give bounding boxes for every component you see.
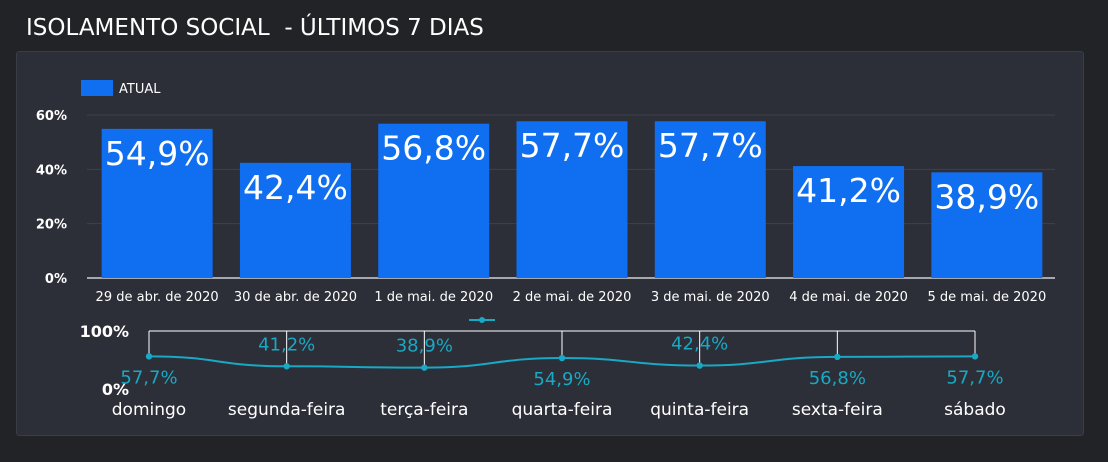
bar-value-label: 41,2% <box>796 171 901 210</box>
line-y-tick-label: 100% <box>80 322 129 341</box>
line-value-label: 54,9% <box>533 369 590 390</box>
line-value-label: 38,9% <box>396 336 453 357</box>
line-x-tick-label: segunda-feira <box>228 400 346 420</box>
line-y-ticks: 0% 100% <box>80 322 129 399</box>
line-x-tick-label: domingo <box>112 400 186 420</box>
bar-value-label: 56,8% <box>381 129 486 168</box>
line-points <box>145 353 979 371</box>
bar-chart: ATUAL 0% 20% 40% 60% 54,9% 42,4% 56,8% 57,7% 57… <box>36 80 1055 305</box>
bar-x-tick-label: 4 de mai. de 2020 <box>789 290 908 305</box>
bar-value-label: 57,7% <box>520 126 625 165</box>
line-x-ticks <box>148 331 976 368</box>
bar <box>793 166 905 278</box>
bar <box>101 128 213 278</box>
bar <box>931 172 1043 278</box>
bar <box>516 121 628 278</box>
bar <box>654 121 766 278</box>
bar-x-tick-label: 2 de mai. de 2020 <box>513 290 632 305</box>
bar-value-label: 42,4% <box>243 168 348 207</box>
bar-x-tick-label: 3 de mai. de 2020 <box>651 290 770 305</box>
line-value-label: 41,2% <box>258 334 315 355</box>
bar-y-tick-label: 0% <box>45 272 67 287</box>
line-point <box>971 353 979 360</box>
legend-swatch <box>81 80 113 96</box>
line-legend <box>469 317 495 323</box>
line-x-tick-label: quinta-feira <box>650 400 749 420</box>
line-x-tick-label: terça-feira <box>380 400 468 420</box>
bar-x-tick-label: 30 de abr. de 2020 <box>234 290 357 305</box>
line-legend-dot <box>479 317 485 323</box>
bar-value-label: 54,9% <box>105 134 210 173</box>
bar-y-ticks: 0% 20% 40% 60% <box>36 109 67 287</box>
bar-x-tick-label: 1 de mai. de 2020 <box>374 290 493 305</box>
line-value-label: 42,4% <box>671 334 728 355</box>
bar-x-tick-label: 29 de abr. de 2020 <box>96 290 219 305</box>
line-value-label: 57,7% <box>946 367 1003 388</box>
line-value-labels: 57,7% 41,2% 38,9% 54,9% 42,4% 56,8% 57,7% <box>120 334 1003 391</box>
legend-label: ATUAL <box>119 82 161 97</box>
line-point <box>558 354 566 362</box>
line-point <box>421 364 428 371</box>
bar-value-label: 38,9% <box>934 177 1039 216</box>
line-x-tick-label: sexta-feira <box>792 400 883 420</box>
line-point <box>834 353 841 361</box>
charts-svg: ATUAL 0%20%40%60% 54,9%42,4%56,8% 57,7% 57… <box>36 80 1055 420</box>
line-point <box>696 362 703 369</box>
page-title: ISOLAMENTO SOCIAL - ÚLTIMOS 7 DIAS <box>26 15 484 41</box>
bar-y-tick-label: 60% <box>36 109 67 124</box>
line-chart: 0%100% 57,7%41,2% 38,9%54,9%42,4%56,8% 57,… <box>80 317 1006 420</box>
line-value-label: 57,7% <box>120 367 177 388</box>
legend[interactable]: ATUAL <box>81 80 161 97</box>
line-y-tick-label: 0% <box>102 380 129 399</box>
bar-value-label: 57,7% <box>658 126 763 165</box>
bar-y-tick-label: 40% <box>36 163 67 178</box>
line-point <box>283 363 290 370</box>
bar <box>239 162 351 278</box>
bar <box>378 123 490 279</box>
line-x-tick-label: sábado <box>944 400 1006 420</box>
line-point <box>145 353 153 360</box>
chart-panel: ATUAL 0% 20% 40% 60% 54,9% 42,4% 56,8% 57,7% 57… <box>16 51 1084 436</box>
bar-y-tick-label: 20% <box>36 218 67 233</box>
line-x-tick-label: quarta-feira <box>512 400 613 420</box>
bar-x-tick-label: 5 de mai. de 2020 <box>927 290 1046 305</box>
bar-x-labels: 29 de abr. de 2020 30 de abr. de 2020 1 de… <box>96 290 1047 305</box>
bars: 54,9% 42,4% 56,8% 57,7% 57,7% 41,2% 38,9% <box>101 121 1043 279</box>
line-value-label: 56,8% <box>809 368 866 389</box>
line-x-labels: domingo segunda-feira terça-feira quarta-fe… <box>112 400 1006 420</box>
